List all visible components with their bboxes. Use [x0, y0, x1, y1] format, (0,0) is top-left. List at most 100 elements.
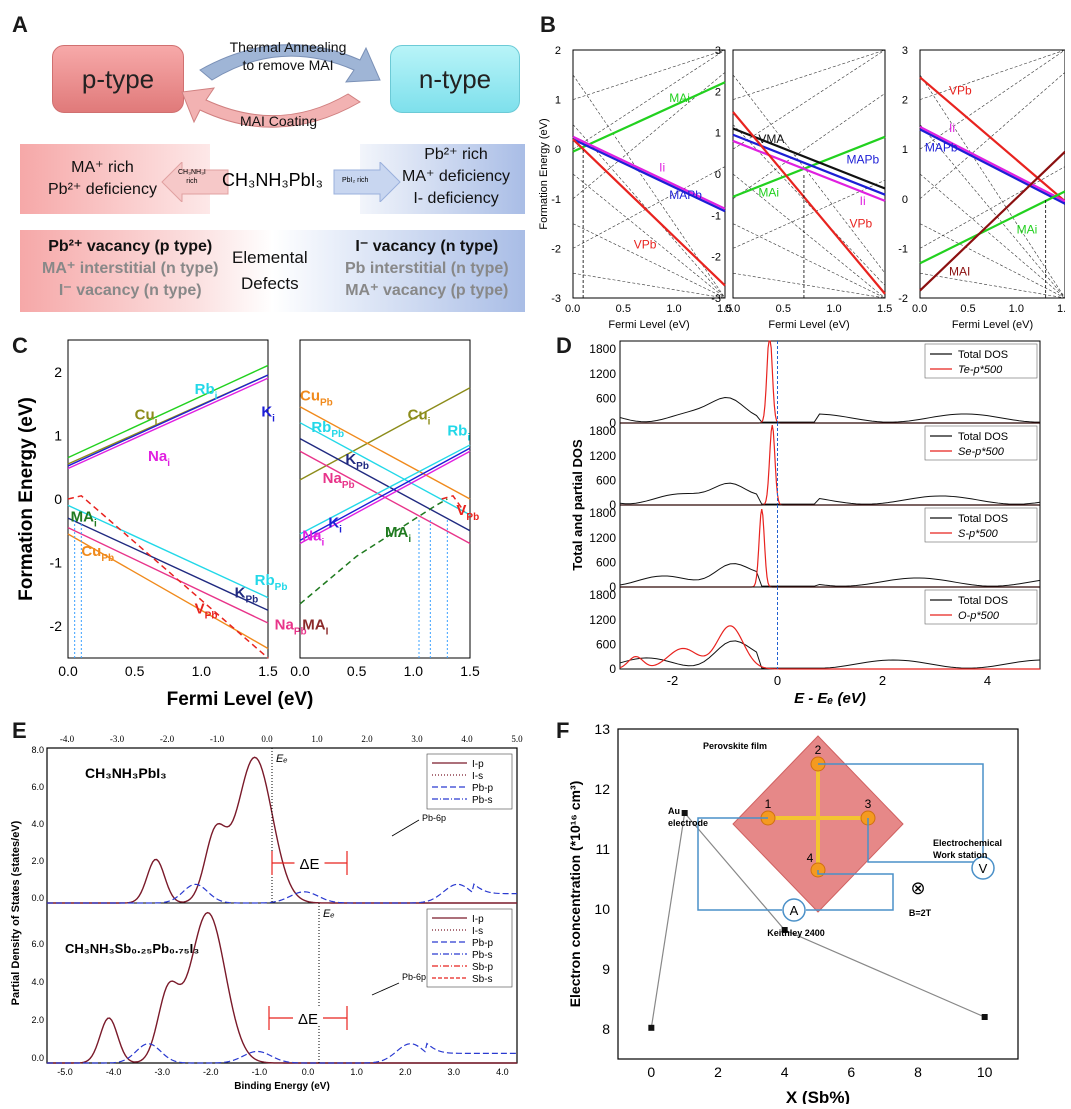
- ammeter-symbol: [782, 898, 806, 922]
- hall-measurement-inset: 2 1 3 4 V A Keithley 2400 Perovskite film Au elec…: [668, 735, 1002, 938]
- y-tick-label: -2: [50, 618, 63, 634]
- y-tick-label: 1800: [589, 342, 616, 356]
- series-line-MAPb: [572, 138, 726, 213]
- y-tick-label: 1200: [589, 613, 616, 627]
- legend-label: Se-p*500: [958, 446, 1005, 458]
- series-line-Rb_Pb: [67, 504, 269, 599]
- y-tick-label: -1: [50, 555, 63, 571]
- series-label: Ki: [261, 403, 275, 424]
- series-line-MAi: [919, 190, 1065, 265]
- background-dashed-line: [732, 74, 886, 274]
- y-tick-label-top: 4.0: [31, 819, 44, 829]
- x-tick-label: 1.5: [460, 663, 480, 679]
- series-line-K_Pb: [67, 517, 269, 611]
- x-tick-label: 0: [647, 1064, 655, 1080]
- top-x-tick-label: 3.0: [411, 734, 423, 744]
- total-dos-curve: [619, 482, 1041, 505]
- voltmeter-label: V: [979, 861, 988, 876]
- defect-right-2: Pb interstitial (n type): [345, 260, 509, 277]
- series-label: Ii: [659, 161, 665, 175]
- delta-e-bg: [293, 1008, 323, 1026]
- arrow-left-label-1: CH₃NH₃I: [178, 169, 206, 176]
- series-label-subscript: I: [326, 626, 329, 637]
- series-line-Na_i: [299, 450, 471, 545]
- series-label: Rbi: [447, 422, 470, 443]
- background-dashed-line: [919, 166, 1065, 249]
- dashed-series: [299, 498, 448, 605]
- y-tick-label: -1: [711, 210, 721, 222]
- n-type-box: n-type: [390, 45, 520, 113]
- anneal-line-2: to remove MAI: [242, 57, 334, 73]
- x-axis-label: X (Sb%): [786, 1088, 850, 1104]
- arrow-right-block: [333, 162, 401, 202]
- y-tick-label: 600: [596, 637, 616, 651]
- top-x-tick-label: 2.0: [361, 734, 373, 744]
- background-dashed-line: [919, 173, 1065, 299]
- series-label: MAPb: [925, 141, 958, 155]
- x-tick-label: 10: [977, 1064, 993, 1080]
- series-label: MAi: [1017, 223, 1038, 237]
- y-tick-label: 11: [595, 841, 610, 857]
- top-x-tick-label: -2.0: [160, 734, 175, 744]
- x-axis-label: Fermi Level (eV): [608, 319, 689, 331]
- legend-label: I-s: [472, 926, 483, 937]
- y-tick-label: 10: [594, 901, 610, 917]
- x-tick-label: 0.0: [58, 663, 78, 679]
- y-tick-label: 600: [596, 555, 616, 569]
- panel-letter-f: F: [556, 718, 570, 743]
- coating-text: MAI Coating: [240, 113, 318, 129]
- series-label: MAi: [669, 91, 690, 105]
- bottom-x-tick-label: 4.0: [496, 1067, 509, 1077]
- x-tick-label: 4: [781, 1064, 789, 1080]
- x-tick-label: 1.0: [666, 303, 681, 315]
- background-dashed-line: [732, 93, 886, 200]
- y-tick-label-top: 0.0: [31, 893, 44, 903]
- series-label: Ii: [860, 194, 866, 208]
- series-label-subscript: i: [467, 432, 470, 443]
- x-tick-label: 0.5: [347, 663, 367, 679]
- series-line-K_Pb: [299, 437, 471, 532]
- y-tick-label: 2: [715, 86, 721, 98]
- top-x-tick-label: 0.0: [261, 734, 273, 744]
- y-axis-label: Formation Energy (eV): [538, 118, 550, 229]
- background-dashed-line: [732, 49, 886, 100]
- series-label: MAPb: [846, 153, 879, 167]
- top-title: CH₃NH₃PbI₃: [85, 765, 167, 781]
- panel-letter-b: B: [540, 12, 556, 37]
- plot-frame: [617, 728, 1019, 1060]
- series-label: VPb: [195, 600, 218, 621]
- series-label: VPb: [634, 237, 657, 251]
- legend-label: Total DOS: [958, 349, 1008, 361]
- pb6p-pointer-top: [391, 819, 420, 837]
- series-line-Ii: [572, 135, 726, 210]
- bottom-x-tick-label: -2.0: [203, 1067, 219, 1077]
- ec-label: Electrochemical: [933, 838, 1002, 848]
- legend-label: Sb-p: [472, 962, 494, 973]
- p-type-box: p-type: [52, 45, 184, 113]
- series-line-VMA: [732, 127, 886, 190]
- background-dashed-line: [732, 49, 886, 150]
- bottom-x-tick-label: -3.0: [154, 1067, 170, 1077]
- left-line-2: Pb²⁺ deficiency: [48, 181, 157, 198]
- series-line-Cu_Pb: [299, 406, 471, 500]
- x-tick-label: 6: [847, 1064, 855, 1080]
- series-line-MAi: [732, 135, 886, 198]
- total-dos-curve: [619, 563, 1041, 587]
- elemental-2: Defects: [240, 274, 299, 293]
- background-dashed-line: [572, 166, 726, 249]
- voltmeter-symbol: [971, 856, 995, 880]
- series-label-subscript: i: [94, 518, 97, 529]
- plot-frame: [572, 49, 726, 299]
- y-tick-label: 1800: [589, 424, 616, 438]
- data-point: [781, 927, 788, 933]
- series-line-Rb_i: [299, 444, 471, 535]
- pb6p-label-bottom: Pb-6p: [402, 972, 426, 982]
- y-tick-label: 3: [902, 45, 908, 57]
- background-dashed-line: [919, 223, 1065, 299]
- x-axis-label: E - Eₑ (eV): [794, 690, 866, 707]
- series-line-Cu_i: [299, 387, 471, 481]
- top-x-tick-label: -4.0: [60, 734, 75, 744]
- series-label: CuPb: [81, 543, 114, 564]
- x-tick-label: 0.0: [725, 303, 740, 315]
- x-axis-label: Fermi Level (eV): [952, 319, 1033, 331]
